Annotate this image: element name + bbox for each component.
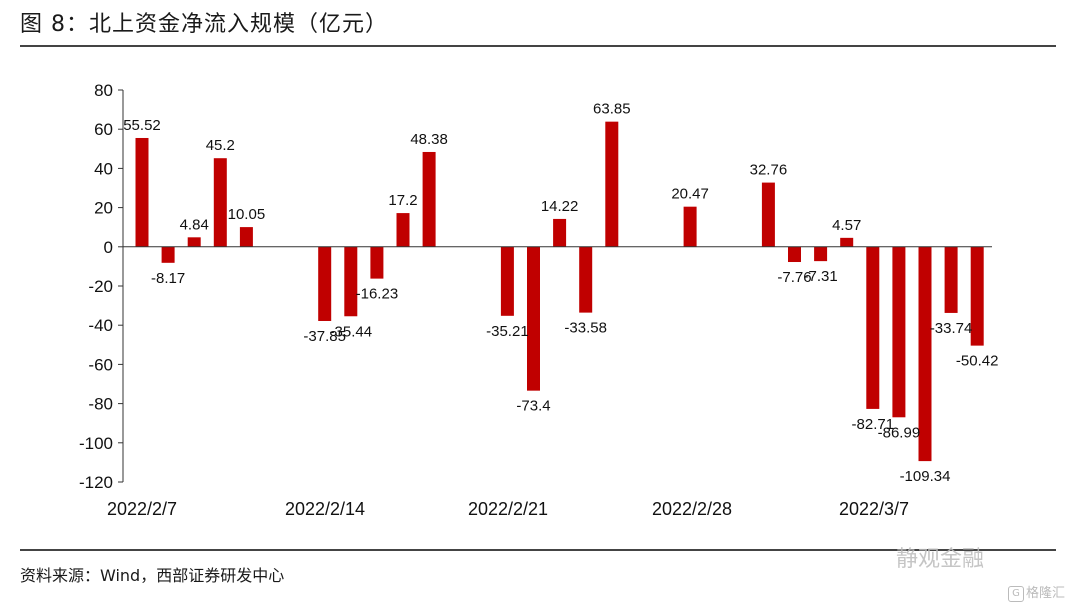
chart-title: 图 8：北上资金净流入规模（亿元） [20, 12, 388, 37]
bar [396, 213, 410, 247]
bar [944, 246, 958, 313]
watermark-brand-text: 格隆汇 [1026, 586, 1066, 601]
data-label: -109.34 [900, 468, 951, 485]
x-tick-label: 2022/2/21 [468, 499, 548, 519]
bar [135, 137, 149, 247]
data-label: 10.05 [228, 206, 266, 223]
bar [370, 246, 384, 279]
data-label: -73.4 [516, 398, 550, 415]
data-label: -35.44 [330, 323, 373, 340]
bar [918, 246, 932, 462]
bar [788, 246, 801, 263]
data-label: -37.85 [303, 328, 346, 345]
footer-divider [20, 549, 1056, 551]
bar [187, 237, 201, 247]
y-tick-label: 40 [94, 159, 113, 178]
data-label: -8.17 [151, 270, 185, 287]
data-label: -33.58 [564, 320, 607, 337]
bar [344, 246, 358, 317]
data-label: -7.76 [777, 269, 811, 286]
bar [814, 246, 828, 262]
brand-g-icon: G [1008, 585, 1024, 602]
data-label: -82.71 [852, 416, 895, 433]
bar [213, 158, 227, 247]
x-tick-label: 2022/2/7 [107, 499, 177, 519]
bar [605, 121, 619, 247]
y-tick-label: -40 [88, 316, 113, 335]
y-tick-label: 0 [104, 238, 113, 257]
bar [318, 246, 332, 321]
x-tick-label: 2022/2/28 [652, 499, 732, 519]
data-label: 63.85 [593, 101, 631, 118]
y-tick-label: -60 [88, 355, 113, 374]
y-axis: 80 60 40 20 0 -20 -40 -60 -80 -100 -120 [79, 81, 124, 492]
data-label: -50.42 [956, 353, 999, 370]
data-label: 48.38 [410, 131, 448, 148]
y-tick-label: -20 [88, 277, 113, 296]
bar [866, 246, 880, 409]
data-label: -7.31 [803, 268, 837, 285]
watermark-brand: G 格隆汇 [1008, 582, 1065, 602]
data-label: 45.2 [206, 137, 235, 154]
y-tick-label: 20 [94, 199, 113, 218]
title-divider [20, 45, 1056, 47]
bar [892, 246, 906, 418]
data-label: -35.21 [486, 323, 529, 340]
watermark-text: 静观金融 [896, 547, 985, 572]
bars-group [135, 121, 984, 462]
bar [239, 227, 253, 247]
y-tick-label: -120 [79, 473, 113, 492]
bar [970, 246, 984, 346]
y-tick-label: 80 [94, 81, 113, 100]
data-labels-group: 55.52 -8.17 4.84 45.2 10.05 -37.85-35.44 -16.2… [123, 101, 998, 485]
bar [761, 182, 775, 247]
data-label: 4.57 [832, 217, 861, 234]
data-label: -86.99 [878, 424, 921, 441]
y-tick-label: -80 [88, 395, 113, 414]
data-label: 4.84 [180, 216, 209, 233]
y-tick-label: -100 [79, 434, 113, 453]
x-tick-label: 2022/2/14 [285, 499, 365, 519]
bar [527, 246, 540, 391]
bar [579, 246, 593, 313]
bar [840, 237, 854, 247]
data-label: 14.22 [541, 198, 579, 215]
data-label: 20.47 [671, 186, 709, 203]
bar [422, 151, 436, 247]
data-label: 55.52 [123, 117, 161, 134]
data-label: 32.76 [750, 162, 788, 179]
source-note: 资料来源：Wind，西部证券研发中心 [20, 566, 285, 585]
bar [553, 218, 567, 247]
bar [161, 246, 175, 263]
bar [500, 246, 514, 316]
x-axis: 2022/2/7 2022/2/14 2022/2/21 2022/2/28 2022/… [107, 246, 992, 519]
bar [683, 206, 697, 247]
data-label: 17.2 [388, 192, 417, 209]
x-tick-label: 2022/3/7 [839, 499, 909, 519]
y-tick-label: 60 [94, 120, 113, 139]
data-label: -16.23 [356, 286, 399, 303]
data-label: -33.74 [930, 320, 973, 337]
